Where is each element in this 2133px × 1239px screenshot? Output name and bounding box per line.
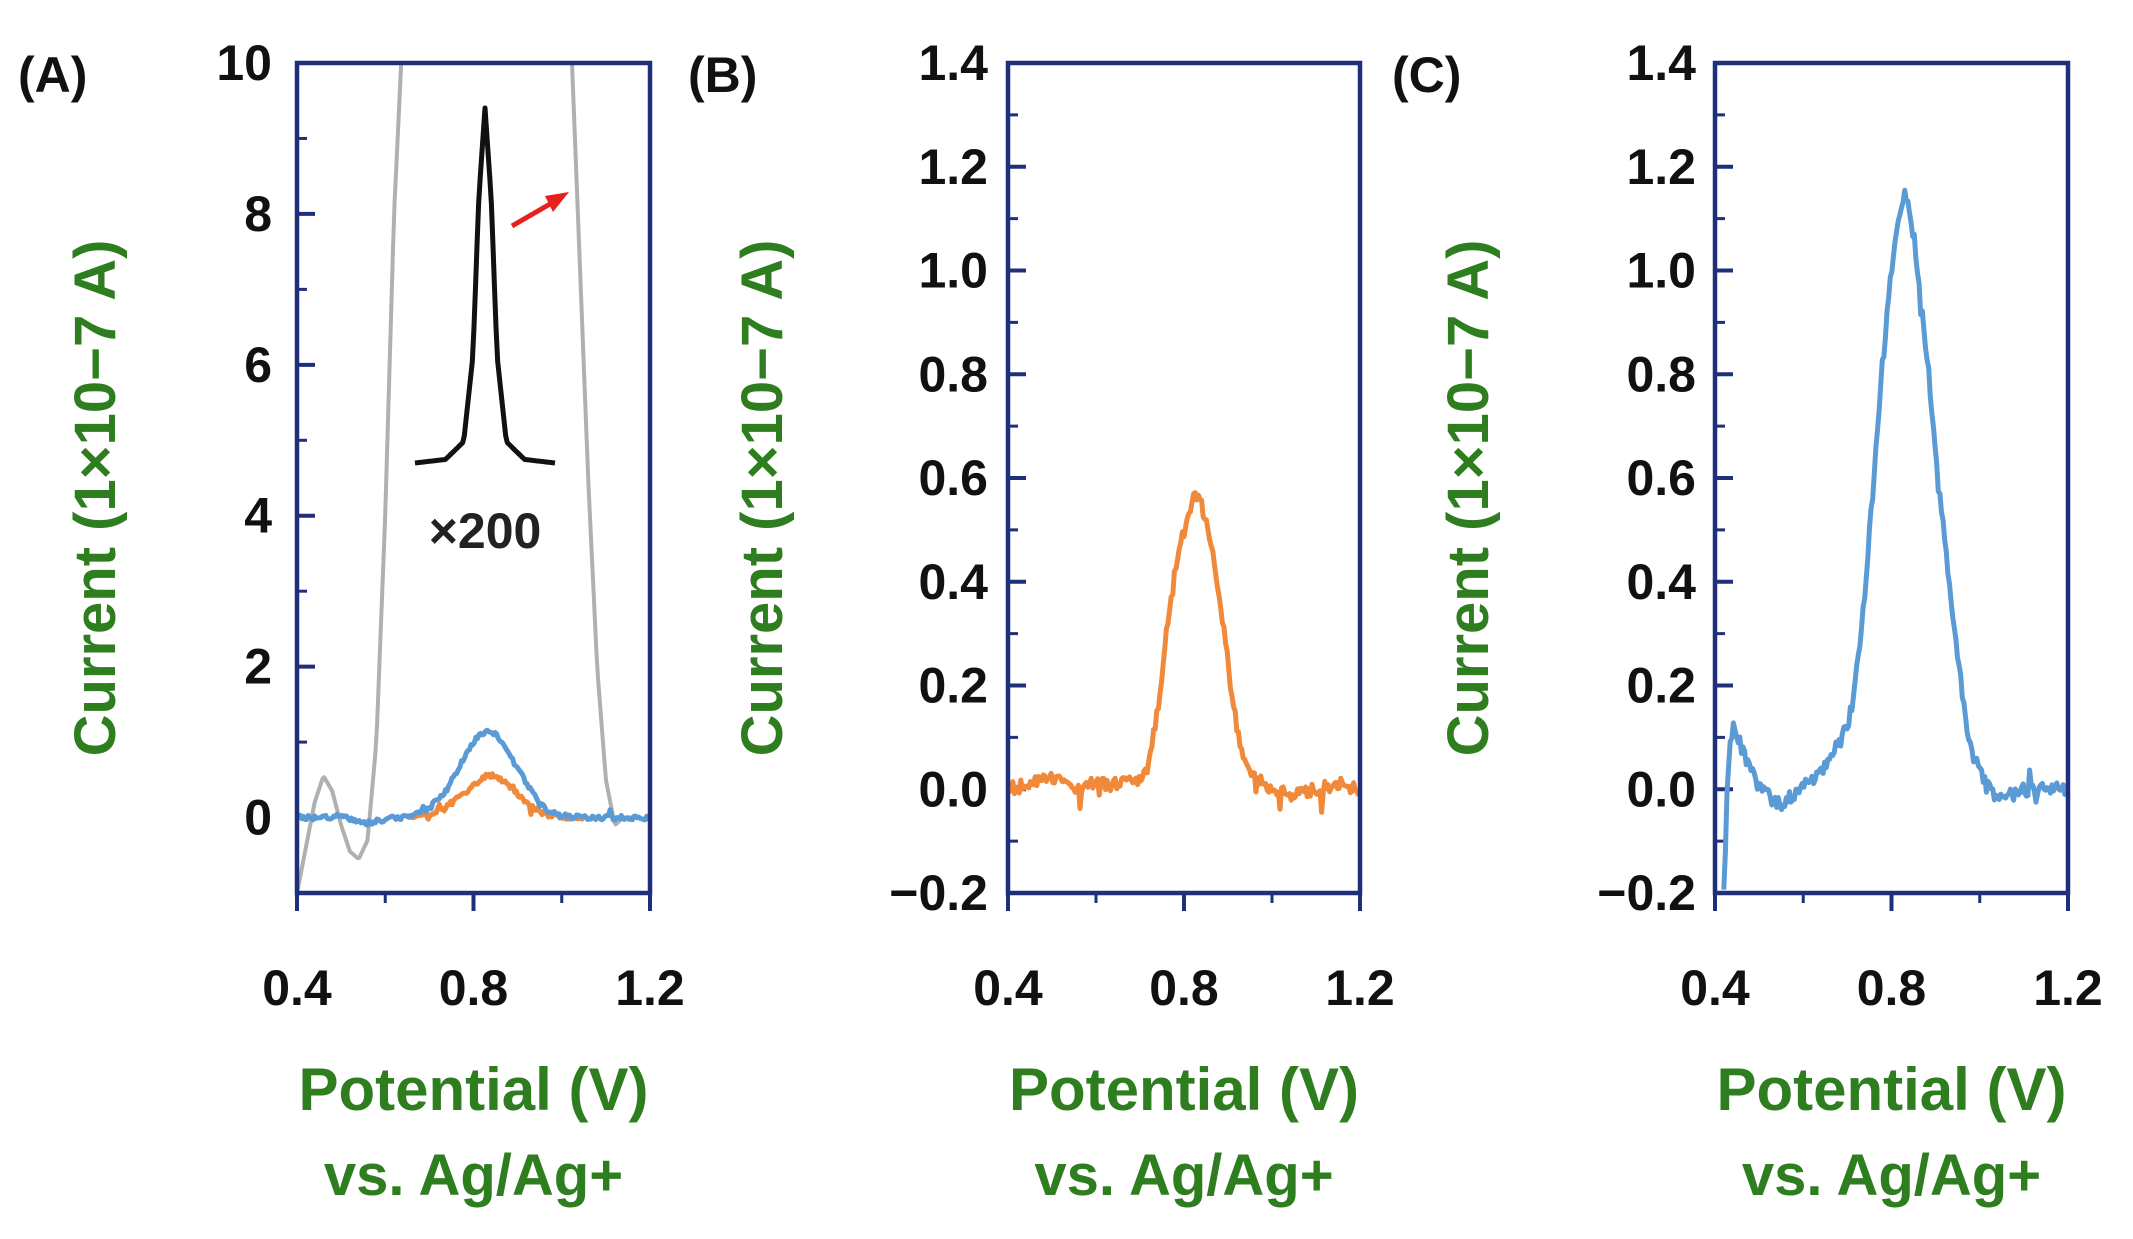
x-tick-label: 1.2	[2033, 960, 2103, 1016]
y-tick-label: 1.4	[918, 35, 988, 91]
arrow-shaft	[510, 201, 552, 229]
y-tick-label: −0.2	[889, 865, 988, 921]
y-axis-label: Current (1×10−7 A)	[730, 240, 795, 757]
y-tick-label: 1.2	[918, 139, 988, 195]
x-tick-label: 0.8	[439, 960, 509, 1016]
plot-frame	[1005, 60, 1363, 896]
x-tick-label: 0.4	[1680, 960, 1750, 1016]
y-tick-label: 0.6	[1626, 450, 1696, 506]
x-tick-label: 0.4	[973, 960, 1043, 1016]
x-axis-label-line2: vs. Ag/Ag+	[324, 1143, 623, 1208]
y-tick-label: 0.8	[1626, 346, 1696, 402]
y-tick-label: 2	[244, 639, 272, 695]
plot-frame	[1712, 60, 2071, 896]
y-tick-label: 1.2	[1626, 139, 1696, 195]
y-tick-label: 0.0	[918, 761, 988, 817]
y-tick-label: 0.6	[918, 450, 988, 506]
y-tick-label: 0.4	[1626, 554, 1696, 610]
x-tick-label: 0.8	[1149, 960, 1219, 1016]
x-tick-label: 1.2	[615, 960, 685, 1016]
y-tick-label: 0.4	[918, 554, 988, 610]
y-tick-label: 0.0	[1626, 761, 1696, 817]
y-tick-label: 0.2	[918, 658, 988, 714]
x-tick-label: 1.2	[1325, 960, 1395, 1016]
y-tick-label: 1.0	[1626, 243, 1696, 299]
y-tick-label: 0.8	[918, 346, 988, 402]
panel-label: (C)	[1392, 47, 1461, 103]
y-tick-label: 1.4	[1626, 35, 1696, 91]
y-tick-label: 8	[244, 186, 272, 242]
y-tick-label: 0	[244, 790, 272, 846]
series-gray	[297, 63, 642, 893]
inset-series-black	[414, 105, 556, 466]
series-blue	[297, 727, 650, 828]
y-tick-label: 4	[244, 488, 272, 544]
x-axis-label: Potential (V)	[298, 1056, 648, 1123]
x-axis-label: Potential (V)	[1716, 1056, 2066, 1123]
series-orange	[1008, 490, 1360, 815]
y-tick-label: 6	[244, 337, 272, 393]
panel-label: (A)	[18, 47, 87, 103]
x-axis-label: Potential (V)	[1009, 1056, 1359, 1123]
panel-a: (A) 0 2 4 6 8 10 0.4 0.8 1.2 Potential (V) vs. Ag/A…	[18, 35, 685, 1208]
plot-frame	[294, 60, 653, 896]
x-axis-label-line2: vs. Ag/Ag+	[1742, 1143, 2041, 1208]
panel-b: (B) −0.2 0.0 0.2 0.4 0.6 0.8 1.0 1.2 1.4 0.4 0.8 1.2…	[688, 35, 1395, 1208]
arrow-head	[545, 192, 569, 212]
plot-area	[297, 63, 650, 893]
x-axis-label-line2: vs. Ag/Ag+	[1034, 1143, 1333, 1208]
y-tick-label: −0.2	[1597, 865, 1696, 921]
y-tick-label: 1.0	[918, 243, 988, 299]
y-axis-label: Current (1×10−7 A)	[63, 240, 128, 757]
panel-c: (C) −0.2 0.0 0.2 0.4 0.6 0.8 1.0 1.2 1.4 0.4 0.8 1.2…	[1392, 35, 2103, 1208]
plot-area	[1721, 187, 2068, 890]
y-tick-label: 0.2	[1626, 658, 1696, 714]
plot-area	[1008, 490, 1360, 815]
x-tick-label: 0.4	[262, 960, 332, 1016]
y-axis-label: Current (1×10−7 A)	[1436, 240, 1501, 757]
panel-label: (B)	[688, 47, 757, 103]
y-tick-label: 10	[216, 35, 272, 91]
series-blue	[1721, 187, 2068, 890]
inset-scale-label: ×200	[429, 503, 542, 559]
x-tick-label: 0.8	[1857, 960, 1927, 1016]
